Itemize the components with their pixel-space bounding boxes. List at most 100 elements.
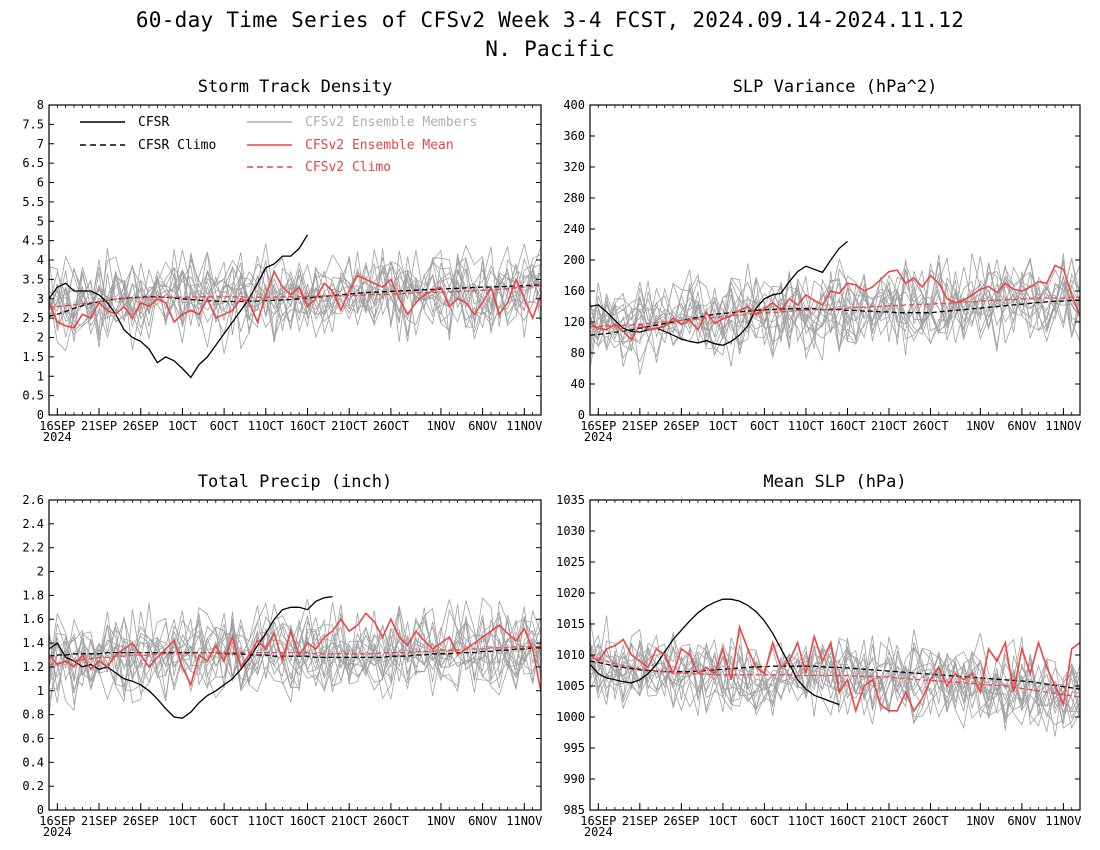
series-cfsv2-climo xyxy=(590,654,1080,698)
x-tick-label: 1OCT xyxy=(708,419,737,433)
y-tick-label: 1035 xyxy=(556,493,585,507)
y-tick-label: 400 xyxy=(563,98,585,112)
series-cfsv2-climo xyxy=(590,296,1080,328)
x-tick-label: 11OCT xyxy=(248,814,284,828)
y-tick-label: 2.5 xyxy=(22,311,44,325)
x-tick-label: 6OCT xyxy=(750,814,779,828)
x-tick-label: 21SEP xyxy=(622,814,658,828)
ensemble-member-line xyxy=(49,604,541,687)
x-tick-year: 2024 xyxy=(43,430,72,444)
x-tick-label: 11NOV xyxy=(1045,419,1081,433)
panel-title: Mean SLP (hPa) xyxy=(763,472,906,492)
panel-3: Total Precip (inch) 0 0.2 0.4 0.6 0.8 1 1.2 1.4 1… xyxy=(22,472,542,839)
panel-4: Mean SLP (hPa) 985 990 995 1000 1005 1010 1015 1… xyxy=(556,472,1081,839)
ensemble-member-line xyxy=(590,256,1080,358)
x-tick-label: 16OCT xyxy=(829,419,865,433)
x-tick-label: 21OCT xyxy=(871,419,907,433)
y-tick-label: 995 xyxy=(563,741,585,755)
main-title-line1: 60-day Time Series of CFSv2 Week 3-4 FCS… xyxy=(135,8,965,32)
ensemble-member-line xyxy=(590,632,1080,729)
ensemble-member-line xyxy=(49,249,541,341)
y-tick-label: 0 xyxy=(578,408,585,422)
x-tick-year: 2024 xyxy=(43,825,72,839)
ensemble-member-line xyxy=(590,265,1080,355)
series-ens-mean xyxy=(590,624,1080,714)
y-tick-label: 0.2 xyxy=(22,779,44,793)
panel-title: Total Precip (inch) xyxy=(198,472,392,492)
x-tick-label: 16OCT xyxy=(829,814,865,828)
y-tick-label: 990 xyxy=(563,772,585,786)
main-title-line2: N. Pacific xyxy=(485,37,615,61)
x-tick-label: 1NOV xyxy=(426,814,455,828)
y-tick-label: 4.5 xyxy=(22,234,44,248)
y-tick-label: 2.6 xyxy=(22,493,44,507)
x-tick-label: 21SEP xyxy=(81,814,117,828)
y-tick-label: 7.5 xyxy=(22,117,44,131)
x-tick-label: 11NOV xyxy=(506,419,542,433)
x-tick-label: 11NOV xyxy=(1045,814,1081,828)
series-cfsr xyxy=(49,234,309,379)
y-tick-label: 1.2 xyxy=(22,660,44,674)
x-tick-label: 26OCT xyxy=(912,814,948,828)
y-tick-label: 320 xyxy=(563,160,585,174)
y-tick-label: 4 xyxy=(37,253,44,267)
series-cfsr xyxy=(590,240,848,346)
plot-frame xyxy=(48,104,542,416)
y-tick-label: 80 xyxy=(571,346,585,360)
y-tick-label: 1010 xyxy=(556,648,585,662)
legend-label-members: CFSv2 Ensemble Members xyxy=(305,115,477,130)
ensemble-member-line xyxy=(49,612,541,711)
x-tick-label: 16SEP xyxy=(580,814,616,828)
x-tick-label: 1NOV xyxy=(966,419,995,433)
series-ens-mean xyxy=(590,264,1080,342)
x-tick-label: 26OCT xyxy=(912,419,948,433)
x-tick-label: 26SEP xyxy=(123,814,159,828)
ensemble-member-line xyxy=(49,244,541,342)
y-tick-label: 3 xyxy=(37,292,44,306)
y-tick-label: 0.8 xyxy=(22,708,44,722)
y-tick-label: 160 xyxy=(563,284,585,298)
panel-title: Storm Track Density xyxy=(198,77,392,97)
y-tick-label: 1.5 xyxy=(22,350,44,364)
y-tick-label: 0.5 xyxy=(22,389,44,403)
x-tick-label: 26OCT xyxy=(373,419,409,433)
x-tick-label: 6NOV xyxy=(468,814,497,828)
x-tick-label: 16OCT xyxy=(289,419,325,433)
x-tick-label: 21OCT xyxy=(331,814,367,828)
panel-2: SLP Variance (hPa^2) 0 40 80 120 160 200 240 280… xyxy=(563,77,1081,444)
y-tick-label: 1.8 xyxy=(22,588,44,602)
y-tick-label: 2 xyxy=(37,565,44,579)
x-tick-label: 6NOV xyxy=(1007,814,1036,828)
x-tick-label: 26OCT xyxy=(373,814,409,828)
x-tick-label: 1OCT xyxy=(168,419,197,433)
ensemble-member-line xyxy=(590,643,1080,730)
ensemble-member-line xyxy=(49,599,541,705)
x-tick-label: 11OCT xyxy=(788,814,824,828)
y-tick-label: 1000 xyxy=(556,710,585,724)
ensemble-member-line xyxy=(49,250,541,328)
legend-label-cfsv2-climo: CFSv2 Climo xyxy=(305,160,391,175)
x-tick-label: 1NOV xyxy=(426,419,455,433)
y-tick-label: 6 xyxy=(37,176,44,190)
ensemble-member-line xyxy=(49,597,541,703)
x-tick-label: 6OCT xyxy=(210,814,239,828)
legend: CFSR CFSR Climo CFSv2 Ensemble Members CFSv… xyxy=(80,115,477,175)
x-tick-year: 2024 xyxy=(584,430,613,444)
panel-1: Storm Track Density 0 0.5 1 1.5 2 2.5 3 3.5 4 4.5 5… xyxy=(22,77,542,444)
x-tick-label: 21SEP xyxy=(622,419,658,433)
x-tick-label: 6NOV xyxy=(468,419,497,433)
y-tick-label: 2.2 xyxy=(22,541,44,555)
y-tick-label: 120 xyxy=(563,315,585,329)
y-tick-label: 1005 xyxy=(556,679,585,693)
series-cfsr-climo xyxy=(49,647,541,659)
x-tick-label: 11OCT xyxy=(248,419,284,433)
main-title: 60-day Time Series of CFSv2 Week 3-4 FCS… xyxy=(0,6,1100,64)
series-cfsr xyxy=(590,598,840,706)
ensemble-member-line xyxy=(49,249,541,336)
legend-label-cfsr: CFSR xyxy=(138,115,169,130)
plot-frame xyxy=(48,499,542,811)
ensemble-member-line xyxy=(590,257,1080,370)
y-tick-label: 1 xyxy=(37,369,44,383)
y-tick-label: 0 xyxy=(37,408,44,422)
